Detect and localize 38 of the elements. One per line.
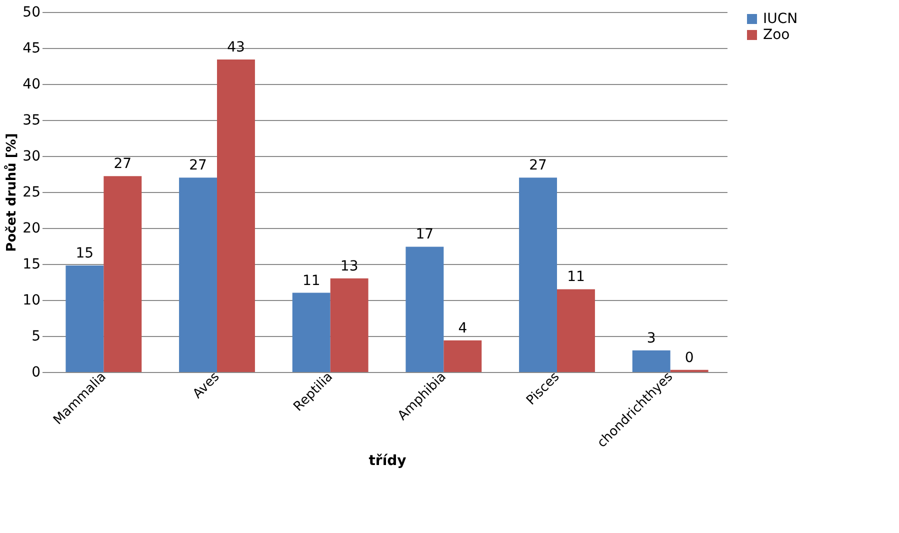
bar [104, 176, 142, 372]
y-tick-label: 25 [22, 184, 40, 200]
y-tick-label: 35 [22, 112, 40, 128]
data-label: 43 [227, 40, 245, 56]
data-label: 27 [114, 156, 132, 172]
data-label: 4 [458, 320, 468, 336]
y-tick-label: 30 [22, 148, 40, 164]
y-tick-label: 20 [22, 220, 40, 236]
y-tick-label: 45 [22, 40, 40, 56]
y-tick-label: 40 [22, 76, 40, 92]
bar [217, 60, 255, 372]
bar [519, 178, 557, 372]
legend-label: IUCN [763, 11, 798, 27]
bar [444, 340, 482, 372]
legend-label: Zoo [763, 27, 790, 43]
data-label: 15 [76, 245, 94, 262]
bar [292, 292, 330, 372]
data-label: 13 [340, 258, 358, 274]
y-tick-label: 10 [22, 292, 40, 308]
bar [330, 278, 368, 372]
data-label: 11 [302, 272, 320, 289]
data-label: 0 [684, 350, 694, 366]
data-label: 17 [416, 226, 434, 243]
bar [632, 350, 670, 372]
data-label: 27 [189, 158, 207, 174]
bar [557, 289, 595, 372]
y-axis-title: Počet druhů [%] [4, 133, 20, 252]
data-label: 11 [567, 269, 585, 286]
x-axis-title: třídy [368, 453, 406, 470]
y-tick-label: 50 [22, 4, 40, 20]
y-tick-label: 0 [32, 364, 40, 380]
data-label: 3 [646, 330, 656, 346]
bar [406, 246, 444, 372]
bar [66, 265, 104, 372]
bar [179, 178, 217, 372]
data-label: 27 [529, 158, 547, 174]
y-tick-label: 15 [22, 256, 40, 272]
y-tick-label: 5 [32, 328, 40, 344]
